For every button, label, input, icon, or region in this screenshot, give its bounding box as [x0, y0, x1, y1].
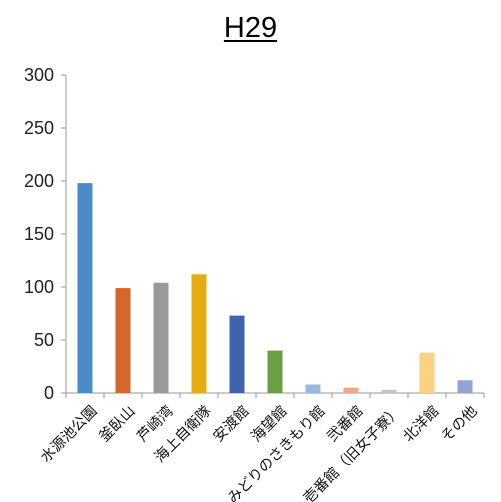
bar	[305, 384, 321, 393]
chart-title: H29	[223, 12, 278, 44]
bar	[115, 288, 131, 393]
x-tick-label: 安渡館	[210, 403, 253, 446]
bar	[153, 282, 169, 393]
bar	[267, 350, 283, 393]
x-tick-label: 水源池公園	[37, 403, 100, 466]
bar	[77, 183, 93, 393]
bar	[381, 389, 397, 393]
bar	[419, 352, 435, 393]
bar	[229, 315, 245, 393]
y-tick-label: 100	[24, 277, 54, 297]
y-tick-label: 300	[24, 65, 54, 85]
bar	[457, 380, 473, 393]
bar	[343, 387, 359, 393]
bar	[191, 274, 207, 393]
x-tick-label: 釜臥山	[96, 403, 139, 446]
y-tick-label: 250	[24, 118, 54, 138]
x-tick-label: 北洋館	[400, 403, 443, 446]
y-tick-label: 0	[44, 383, 54, 403]
y-tick-label: 50	[34, 330, 54, 350]
y-tick-label: 150	[24, 224, 54, 244]
x-tick-label: その他	[438, 403, 481, 446]
y-tick-label: 200	[24, 171, 54, 191]
